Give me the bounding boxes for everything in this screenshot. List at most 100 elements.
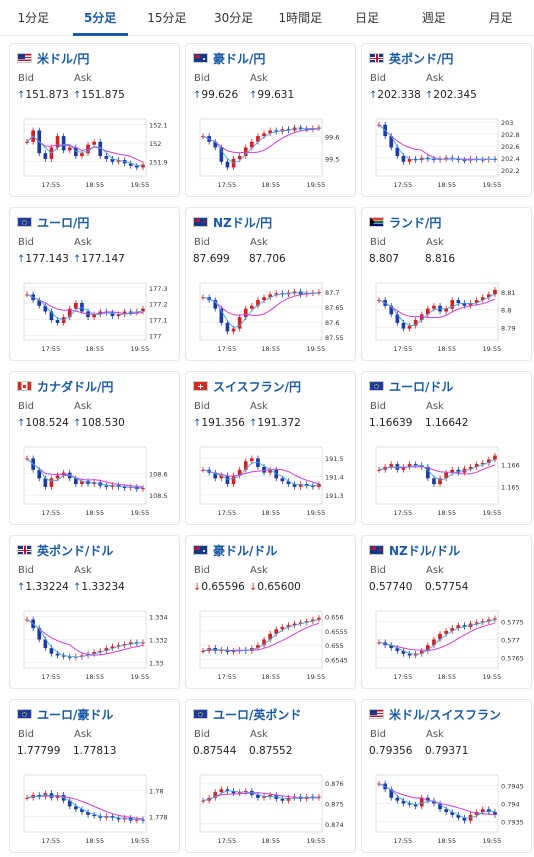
tab-2[interactable]: 15分足: [147, 11, 187, 25]
rate-card[interactable]: スイスフラン/円 Bid Ask ↑191.356 ↑191.372 191.5 191.4…: [185, 371, 356, 525]
pair-name-link[interactable]: 英ポンド/円: [389, 51, 454, 66]
candlestick-chart[interactable]: 99.6 99.5 17:55 18:55 19:55: [190, 116, 352, 192]
tab-5[interactable]: 日足: [355, 11, 380, 25]
bid-value: 99.626: [201, 89, 239, 101]
bid-label: Bid: [18, 73, 34, 84]
rate-card[interactable]: ユーロ/英ポンド Bid Ask 0.87544 0.87552 0.876 0.875 0.…: [185, 699, 356, 853]
rate-card[interactable]: カナダドル/円 Bid Ask ↑108.524 ↑108.530 108.6 108.5 1…: [9, 371, 180, 525]
candlestick-chart[interactable]: 8.81 8.8 8.79 17:55 18:55 19:55: [366, 280, 528, 356]
pair-name-link[interactable]: 豪ドル/ドル: [213, 543, 278, 558]
candlestick-chart[interactable]: 0.876 0.875 0.874 17:55 18:55 19:55: [190, 772, 352, 848]
flag-ch-icon: [193, 381, 208, 391]
candle-body: [311, 796, 315, 798]
rate-card[interactable]: NZドル/ドル Bid Ask 0.57740 0.57754 0.5775 0.577 0.…: [361, 535, 532, 689]
rate-card[interactable]: 豪ドル/円 Bid Ask ↑99.626 ↑99.631 99.6 99.5 17:55 18…: [185, 43, 356, 197]
candlestick-chart[interactable]: 203 202.8 202.6 202.4 202.2 17:55 18:55 19:55: [366, 116, 528, 192]
ask-label: Ask: [426, 237, 444, 248]
candle-body: [237, 469, 242, 476]
candlestick-chart[interactable]: 191.5 191.4 191.3 17:55 18:55 19:55: [190, 444, 352, 520]
flag-eu-icon: [17, 709, 32, 719]
ask-label: Ask: [250, 401, 268, 412]
arrow-up-icon: ↑: [17, 254, 26, 265]
candle-body: [37, 794, 42, 797]
pair-name-link[interactable]: ユーロ/豪ドル: [37, 707, 114, 722]
ask-label: Ask: [426, 401, 444, 412]
candle-body: [141, 819, 145, 821]
y-tick-label: 191.3: [325, 492, 344, 500]
candle-body: [141, 488, 145, 490]
tab-1[interactable]: 5分足: [67, 0, 134, 36]
candlestick-chart[interactable]: 0.656 0.6555 0.655 0.6545 17:55 18:55 19:55: [190, 608, 352, 684]
pair-name-link[interactable]: NZドル/ドル: [389, 543, 461, 558]
candle-body: [237, 317, 242, 329]
candle-body: [493, 812, 497, 815]
bid-value-wrap: 0.57740: [369, 581, 412, 593]
pair-name-link[interactable]: NZドル/円: [213, 215, 273, 230]
y-tick-label: 0.7945: [501, 783, 524, 791]
candlestick-chart[interactable]: 152.1 152 151.9 17:55 18:55 19:55: [14, 116, 176, 192]
pair-name-link[interactable]: ユーロ/ドル: [389, 379, 454, 394]
candle-body: [401, 800, 406, 804]
tab-4[interactable]: 1時間足: [278, 11, 323, 25]
bid-value: 8.807: [369, 253, 400, 265]
rate-card[interactable]: ユーロ/円 Bid Ask ↑177.143 ↑177.147 177.3 177.2 177…: [9, 207, 180, 361]
y-tick-label: 0.875: [325, 801, 344, 809]
arrow-up-icon: ↑: [249, 90, 258, 101]
bid-value: 0.79356: [369, 745, 413, 757]
ma-short-line: [26, 458, 143, 489]
chart-svg: 0.7945 0.794 0.7935 17:55 18:55 19:55: [375, 774, 524, 845]
pair-name-link[interactable]: スイスフラン/円: [213, 379, 302, 394]
y-tick-label: 0.5775: [501, 619, 524, 627]
flag-us-icon: [17, 53, 32, 63]
candlestick-chart[interactable]: 1.334 1.332 1.33 17:55 18:55 19:55: [14, 608, 176, 684]
rate-card[interactable]: 豪ドル/ドル Bid Ask ↓0.65596 ↓0.65600 0.656 0.6555 0…: [185, 535, 356, 689]
pair-name-link[interactable]: 英ポンド/ドル: [37, 543, 114, 558]
candlestick-chart[interactable]: 87.7 87.65 87.6 87.55 17:55 18:55 19:55: [190, 280, 352, 356]
candle-body: [444, 157, 448, 159]
rate-card[interactable]: 英ポンド/ドル Bid Ask ↑1.33224 ↑1.33234 1.334 1.332 1…: [9, 535, 180, 689]
chart-svg: 191.5 191.4 191.3 17:55 18:55 19:55: [199, 446, 344, 517]
candle-body: [231, 158, 236, 168]
flag-ca-icon: [17, 381, 32, 391]
bid-value-wrap: ↑191.356: [193, 417, 245, 429]
candle-body: [262, 639, 266, 646]
card-header: 豪ドル/ドル: [193, 542, 277, 558]
flag-au-icon: [193, 53, 208, 63]
card-header: スイスフラン/円: [193, 378, 301, 394]
pair-name-link[interactable]: カナダドル/円: [37, 379, 114, 394]
candlestick-chart[interactable]: 1.166 1.165 17:55 18:55 19:55: [366, 444, 528, 520]
pair-name-link[interactable]: 米ドル/円: [37, 51, 90, 66]
candlestick-chart[interactable]: 1.78 1.778 17:55 18:55 19:55: [14, 772, 176, 848]
chart-svg: 0.656 0.6555 0.655 0.6545 17:55 18:55 19:55: [199, 610, 348, 681]
x-tick-label: 17:55: [393, 345, 412, 353]
rate-card[interactable]: NZドル/円 Bid Ask 87.699 87.706 87.7 87.65 87.6 87.…: [185, 207, 356, 361]
tab-6[interactable]: 週足: [421, 11, 446, 25]
pair-name-link[interactable]: ランド/円: [389, 215, 442, 230]
ask-value: 177.147: [81, 253, 125, 265]
rate-card[interactable]: 米ドル/円 Bid Ask ↑151.873 ↑151.875 152.1 152 151.9…: [9, 43, 180, 197]
tab-0[interactable]: 1分足: [17, 11, 50, 25]
rate-card[interactable]: 米ドル/スイスフラン Bid Ask 0.79356 0.79371 0.7945 0.79…: [361, 699, 532, 853]
rate-card[interactable]: ランド/円 Bid Ask 8.807 8.816 8.81 8.8 8.79 17:55 18:…: [361, 207, 532, 361]
pair-name-link[interactable]: ユーロ/円: [37, 215, 90, 230]
candle-body: [450, 812, 455, 815]
rate-card[interactable]: ユーロ/ドル Bid Ask 1.16639 1.16642 1.166 1.165 17:5…: [361, 371, 532, 525]
flag-gb-icon: [369, 53, 384, 63]
rate-card[interactable]: 英ポンド/円 Bid Ask ↑202.338 ↑202.345 203 202.8 202.…: [361, 43, 532, 197]
candlestick-chart[interactable]: 108.6 108.5 17:55 18:55 19:55: [14, 444, 176, 520]
tab-3[interactable]: 30分足: [213, 11, 254, 25]
rate-card[interactable]: ユーロ/豪ドル Bid Ask 1.77799 1.77813 1.78 1.778 17:5…: [9, 699, 180, 853]
tab-7[interactable]: 月足: [488, 11, 513, 25]
candlestick-chart[interactable]: 0.5775 0.577 0.5765 17:55 18:55 19:55: [366, 608, 528, 684]
pair-name-link[interactable]: 豪ドル/円: [213, 51, 266, 66]
candlestick-chart[interactable]: 177.3 177.2 177.1 177 17:55 18:55 19:55: [14, 280, 176, 356]
pair-name-link[interactable]: ユーロ/英ポンド: [213, 707, 302, 722]
y-tick-label: 0.656: [325, 614, 344, 622]
bid-value: 87.699: [193, 253, 230, 265]
candle-body: [219, 475, 224, 479]
pair-name-link[interactable]: 米ドル/スイスフラン: [389, 707, 502, 722]
chart-svg: 108.6 108.5 17:55 18:55 19:55: [23, 446, 168, 517]
y-tick-label: 0.794: [501, 801, 520, 809]
y-tick-label: 202.2: [501, 167, 520, 175]
candlestick-chart[interactable]: 0.7945 0.794 0.7935 17:55 18:55 19:55: [366, 772, 528, 848]
